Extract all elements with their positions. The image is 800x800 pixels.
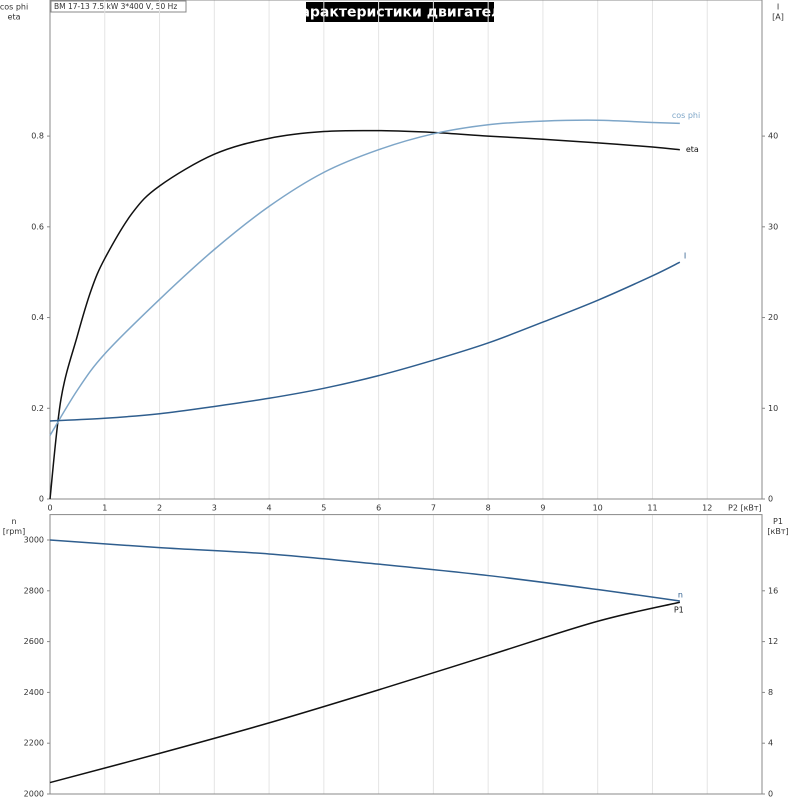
y-axis-label: eta [8, 13, 21, 22]
x-tick-label: 5 [321, 504, 326, 513]
x-tick-label: 6 [376, 504, 381, 513]
info-text: BM 17-13 7.5 kW 3*400 V, 50 Hz [54, 2, 177, 11]
y2-tick-label: 20 [768, 313, 778, 322]
y-tick-label: 0 [39, 495, 44, 504]
curve-label: n [678, 590, 683, 599]
x-tick-label: 4 [267, 504, 272, 513]
curve-label: I [684, 252, 686, 261]
x-tick-label: 11 [647, 504, 657, 513]
x-axis-label: P2 [кВт] [728, 504, 762, 513]
y2-tick-label: 4 [768, 739, 773, 748]
y2-tick-label: 12 [768, 637, 778, 646]
x-tick-label: 7 [431, 504, 436, 513]
y-axis-label: [rpm] [3, 527, 25, 536]
plot-frame [49, 514, 763, 795]
x-tick-label: 2 [157, 504, 162, 513]
plot-frame [49, 0, 763, 500]
y-tick-label: 0.6 [31, 222, 44, 231]
y-axis-label: cos phi [0, 3, 28, 12]
y2-tick-label: 40 [768, 132, 778, 141]
curve [49, 129, 680, 500]
y-tick-label: 0.2 [31, 404, 44, 413]
title: Характеристики двигателя [290, 5, 511, 21]
curve [49, 261, 681, 422]
x-tick-label: 9 [540, 504, 545, 513]
info-box [50, 0, 187, 13]
curve-label: cos phi [672, 111, 700, 120]
y-axis-label: n [11, 517, 16, 526]
x-tick-label: 10 [593, 504, 603, 513]
y-tick-label: 2600 [24, 637, 44, 646]
x-tick-label: 8 [486, 504, 491, 513]
curve [49, 119, 680, 436]
y-tick-label: 2800 [24, 586, 44, 595]
y-tick-label: 3000 [24, 536, 44, 545]
x-tick-label: 0 [47, 504, 52, 513]
y2-tick-label: 10 [768, 404, 778, 413]
y2-tick-label: 30 [768, 222, 778, 231]
x-tick-label: 12 [702, 504, 712, 513]
y-tick-label: 2400 [24, 688, 44, 697]
y2-axis-label: I [777, 3, 779, 12]
curve-label: eta [686, 145, 699, 154]
y2-tick-label: 0 [768, 495, 773, 504]
y2-tick-label: 0 [768, 790, 773, 799]
curve [49, 601, 681, 784]
y2-axis-label: P1 [773, 517, 783, 526]
y-tick-label: 2200 [24, 739, 44, 748]
y-tick-label: 2000 [24, 790, 44, 799]
x-tick-label: 1 [102, 504, 107, 513]
y2-axis-label: [кВт] [767, 527, 788, 536]
y-tick-label: 0.8 [31, 132, 44, 141]
y2-axis-label: [A] [772, 13, 784, 22]
y2-tick-label: 16 [768, 586, 778, 595]
x-tick-label: 3 [212, 504, 217, 513]
curve-label: P1 [674, 606, 684, 615]
y2-tick-label: 8 [768, 688, 773, 697]
curve [49, 539, 680, 602]
y-tick-label: 0.4 [31, 313, 44, 322]
title-box [306, 2, 494, 22]
